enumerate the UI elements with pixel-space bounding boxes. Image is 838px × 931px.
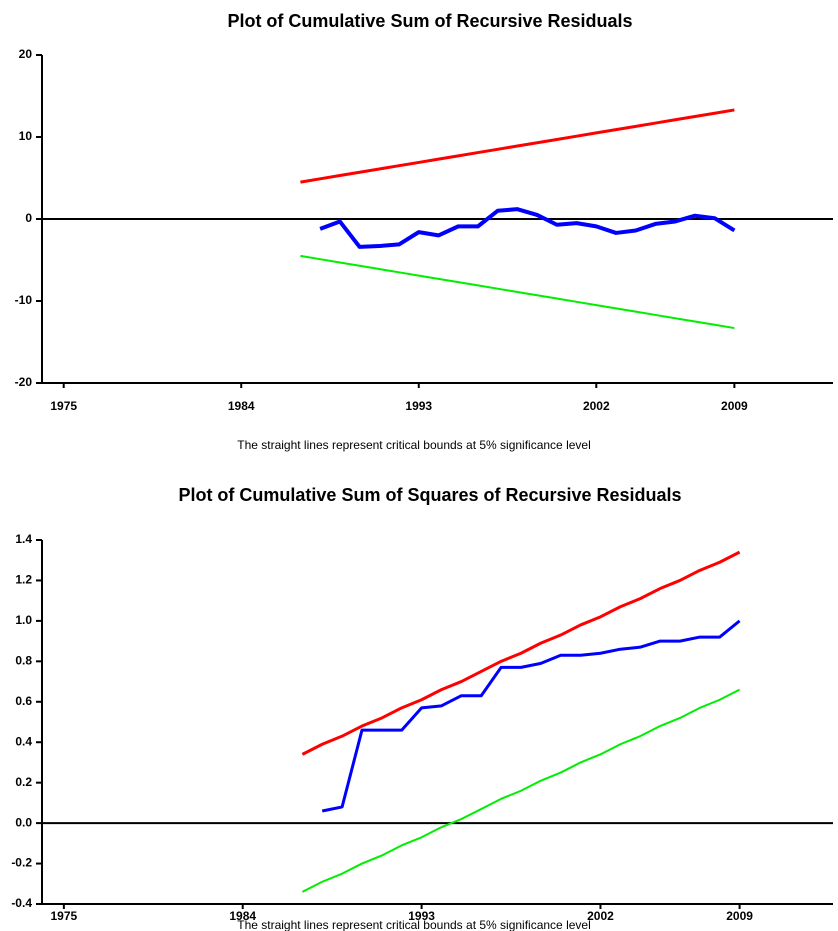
series-line [301,550,741,756]
y-tick-label: 1.2 [15,573,32,587]
y-tick-label: -20 [15,375,33,389]
y-tick-label: 0.4 [15,734,32,748]
y-tick-label: 1.0 [15,613,32,627]
series-line [300,254,735,330]
x-tick-label: 1993 [405,399,432,413]
y-tick-label: -10 [15,293,33,307]
x-tick-label: 1975 [51,909,78,923]
x-tick-label: 2002 [583,399,610,413]
series-line [319,207,736,249]
y-tick-label: 0.2 [15,775,32,789]
x-tick-label: 1975 [50,399,77,413]
y-tick-label: -0.2 [11,856,32,870]
y-tick-label: 0.8 [15,654,32,668]
y-tick-label: 0.0 [15,815,32,829]
x-tick-label: 2009 [721,399,748,413]
chart-title: Plot of Cumulative Sum of Recursive Resi… [227,11,632,31]
series-line [300,108,735,184]
x-tick-label: 2002 [587,909,614,923]
y-tick-label: 1.4 [15,532,32,546]
y-tick-label: 20 [19,47,33,61]
x-tick-label: 1993 [408,909,435,923]
chart-title: Plot of Cumulative Sum of Squares of Rec… [178,485,681,505]
series-line [301,688,741,893]
note: The straight lines represent critical bo… [237,438,591,452]
y-tick-label: 10 [19,129,33,143]
y-tick-label: 0 [25,211,32,225]
x-tick-label: 2009 [726,909,753,923]
y-tick-label: 0.6 [15,694,32,708]
x-tick-label: 1984 [228,399,255,413]
x-tick-label: 1984 [229,909,256,923]
note: The straight lines represent critical bo… [237,918,591,931]
y-tick-label: -0.4 [11,896,32,910]
series-line [321,619,741,813]
